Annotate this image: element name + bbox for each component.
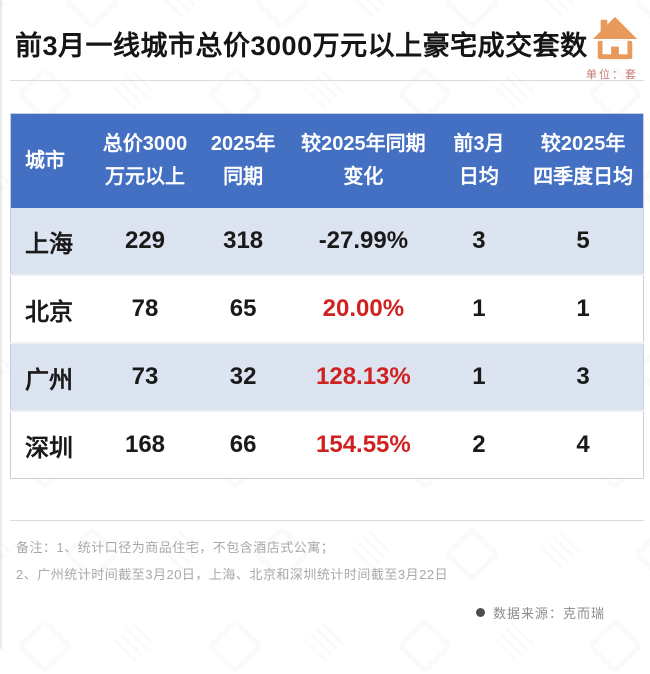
column-header-daily-avg: 前3月 日均 [434, 113, 524, 208]
luxury-sales-table-wrap: 城市 总价3000 万元以上 2025年 同期 较2025年同期 变化 [10, 113, 644, 479]
notes-divider [10, 520, 644, 521]
watermark-glyph [396, 617, 454, 674]
current-count-cell: 73 [95, 342, 195, 411]
daily-avg-cell: 1 [434, 274, 524, 343]
watermark-glyph [586, 617, 644, 674]
watermark-glyph [113, 619, 157, 663]
current-count-cell: 229 [124, 227, 166, 254]
vs-q4-cell: 5 [576, 227, 590, 254]
same-period-cell: 32 [194, 342, 293, 411]
footnotes: 备注：1、统计口径为商品住宅，不包含酒店式公寓； 2、广州统计时间截至3月20日… [16, 534, 448, 588]
table-header: 城市 总价3000 万元以上 2025年 同期 较2025年同期 变化 [10, 113, 644, 208]
table-row-shenzhen: 深圳 168 66 154.55% 2 4 [10, 410, 644, 479]
current-count-cell: 78 [95, 274, 195, 343]
watermark-glyph [303, 619, 347, 663]
city-cell: 上海 [25, 230, 73, 258]
change-cell: 20.00% [292, 274, 435, 343]
same-period-cell: 66 [194, 410, 293, 479]
same-period-cell: 318 [223, 227, 264, 254]
column-header-vs-q4: 较2025年 四季度日均 [523, 113, 644, 208]
watermark-glyph [113, 67, 157, 111]
watermark-glyph [540, 0, 584, 19]
table-row-guangzhou: 广州 73 32 128.13% 1 3 [10, 342, 644, 411]
house-icon [592, 16, 638, 60]
source-label: 数据来源：克而瑞 [492, 606, 605, 621]
vs-q4-cell: 1 [523, 274, 644, 343]
column-header-change: 较2025年同期 变化 [292, 113, 435, 208]
change-cell: 128.13% [292, 342, 435, 411]
watermark-glyph [303, 67, 347, 111]
daily-avg-cell: 1 [434, 342, 524, 411]
watermark-glyph [493, 67, 537, 111]
daily-avg-cell: 2 [434, 410, 524, 479]
data-source: 数据来源：克而瑞 [475, 603, 605, 622]
city-cell: 深圳 [10, 410, 96, 479]
table-body: 上海 229 318 -27.99% 3 5 北京 78 65 20.00% 1… [10, 208, 644, 479]
city-cell: 广州 [10, 342, 96, 411]
watermark-glyph [0, 527, 14, 571]
watermark-glyph [16, 617, 74, 674]
table-row-shanghai: 上海 229 318 -27.99% 3 5 [10, 208, 644, 275]
luxury-sales-table: 城市 总价3000 万元以上 2025年 同期 较2025年同期 变化 [10, 113, 644, 479]
watermark-glyph [206, 617, 264, 674]
same-period-cell: 65 [194, 274, 293, 343]
current-count-cell: 168 [95, 410, 195, 479]
footnote-line-2: 2、广州统计时间截至3月20日，上海、北京和深圳统计时间截至3月22日 [16, 567, 449, 582]
city-cell: 北京 [10, 274, 96, 343]
column-header-same-period: 2025年 同期 [194, 113, 293, 208]
watermark-glyph [0, 0, 14, 19]
column-header-total-price: 总价3000 万元以上 [95, 113, 195, 208]
column-header-city: 城市 [10, 113, 96, 208]
footnote-line-1: 备注：1、统计口径为商品住宅，不包含酒店式公寓； [16, 540, 335, 555]
table-row-beijing: 北京 78 65 20.00% 1 1 [10, 274, 644, 343]
title-divider [10, 80, 644, 81]
source-bullet-icon [475, 608, 485, 617]
watermark-glyph [493, 619, 537, 663]
watermark-glyph [443, 525, 501, 583]
vs-q4-cell: 4 [523, 410, 644, 479]
unit-label: 单位：套 [586, 69, 638, 81]
watermark-glyph [540, 527, 584, 571]
watermark-glyph [633, 525, 650, 583]
change-cell: -27.99% [318, 227, 409, 254]
watermark-glyph [350, 0, 394, 19]
daily-avg-cell: 3 [472, 227, 486, 254]
vs-q4-cell: 3 [523, 342, 644, 411]
page-title: 前3月一线城市总价3000万元以上豪宅成交套数 [15, 31, 588, 61]
change-cell: 154.55% [292, 410, 435, 479]
watermark-glyph [160, 0, 204, 19]
